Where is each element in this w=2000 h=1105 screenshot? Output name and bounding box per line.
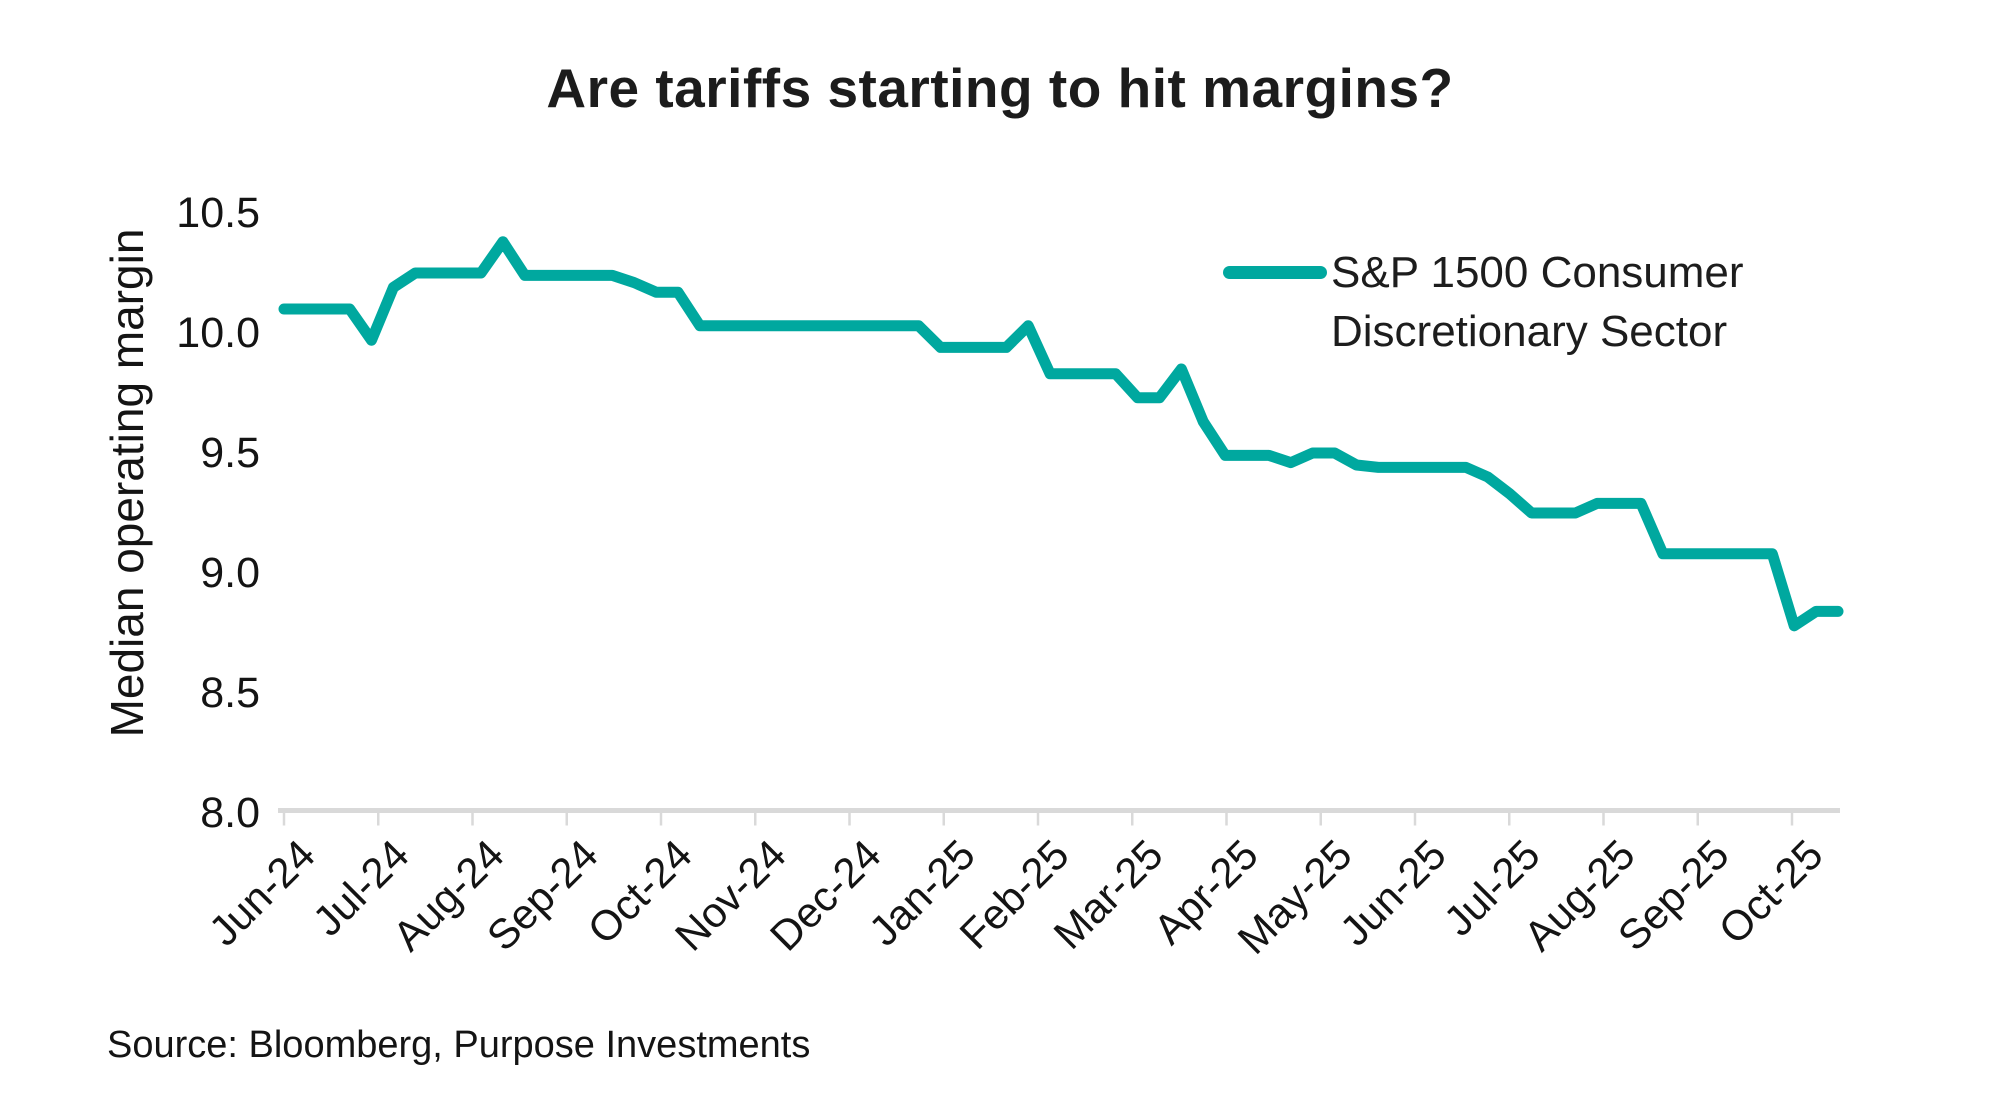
y-tick-label: 9.5 (200, 429, 260, 477)
y-tick-label: 8.5 (200, 669, 260, 717)
legend-series-label: S&P 1500 Consumer Discretionary Sector (1331, 248, 1744, 356)
y-tick-label: 10.0 (176, 309, 260, 357)
y-tick-label: 10.5 (176, 189, 260, 237)
legend-line-swatch (1223, 266, 1327, 279)
y-tick-label: 8.0 (200, 789, 260, 837)
source-note: Source: Bloomberg, Purpose Investments (107, 1024, 811, 1066)
chart-title: Are tariffs starting to hit margins? (546, 57, 1454, 119)
series-line (278, 236, 1844, 632)
legend: S&P 1500 Consumer Discretionary Sector (1223, 243, 1806, 361)
y-tick-label: 9.0 (200, 549, 260, 597)
